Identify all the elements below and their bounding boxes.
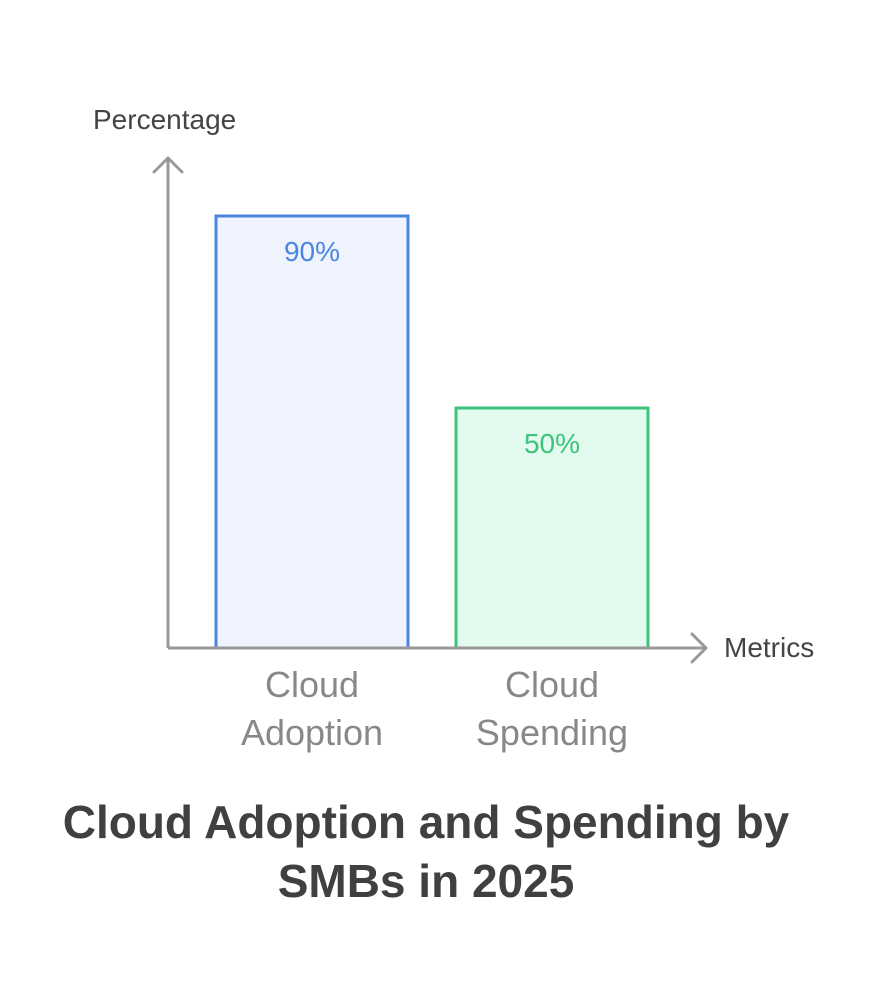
x-axis-arrow-icon <box>690 632 708 664</box>
chart-title-line-2: SMBs in 2025 <box>278 855 575 907</box>
y-axis-arrow-icon <box>152 156 184 174</box>
category-label-1-line-1: Spending <box>476 712 628 753</box>
chart-title-line-1: Cloud Adoption and Spending by <box>63 796 790 848</box>
bars-layer <box>214 214 650 650</box>
category-label-1-line-0: Cloud <box>505 664 599 705</box>
y-axis-title: Percentage <box>93 104 236 135</box>
category-label-0-line-0: Cloud <box>265 664 359 705</box>
bar-0 <box>214 214 410 650</box>
labels-layer: 90% Cloud Adoption 50% Cloud Spending <box>241 236 628 753</box>
bar-value-label-1: 50% <box>524 428 580 459</box>
bar-value-label-0: 90% <box>284 236 340 267</box>
x-axis-title: Metrics <box>724 632 814 663</box>
category-label-0-line-1: Adoption <box>241 712 383 753</box>
bar-1 <box>454 406 650 650</box>
